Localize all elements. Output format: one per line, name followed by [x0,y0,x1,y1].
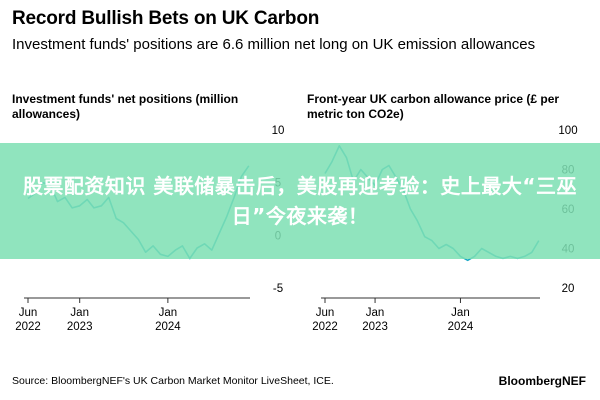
left-panel-title: Investment funds' net positions (million… [12,92,239,121]
chart-subheadline: Investment funds' positions are 6.6 mill… [12,36,536,53]
y-tick-label: 10 [272,125,285,137]
source-note: Source: BloombergNEF's UK Carbon Market … [12,375,334,387]
x-tick-label: Jan 2024 [155,307,181,333]
bloombergnef-logo: BloombergNEF [498,374,586,388]
x-tick-label: Jan 2023 [362,307,388,333]
chart-headline: Record Bullish Bets on UK Carbon [12,8,320,29]
x-tick-label: Jun 2022 [312,307,338,333]
overlay-banner-text[interactable]: 股票配资知识 美联储暴击后，美股再迎考验：史上最大“三巫日”今夜来袭！ [22,174,578,228]
y-tick-label: 100 [558,125,577,137]
right-panel-title: Front-year UK carbon allowance price (£ … [307,92,560,121]
x-tick-label: Jan 2023 [67,307,93,333]
x-tick-label: Jun 2022 [15,307,41,333]
y-tick-label: -5 [273,283,283,295]
y-tick-label: 20 [562,283,575,295]
overlay-banner[interactable]: 股票配资知识 美联储暴击后，美股再迎考验：史上最大“三巫日”今夜来袭！ [0,143,600,259]
x-tick-label: Jan 2024 [448,307,474,333]
